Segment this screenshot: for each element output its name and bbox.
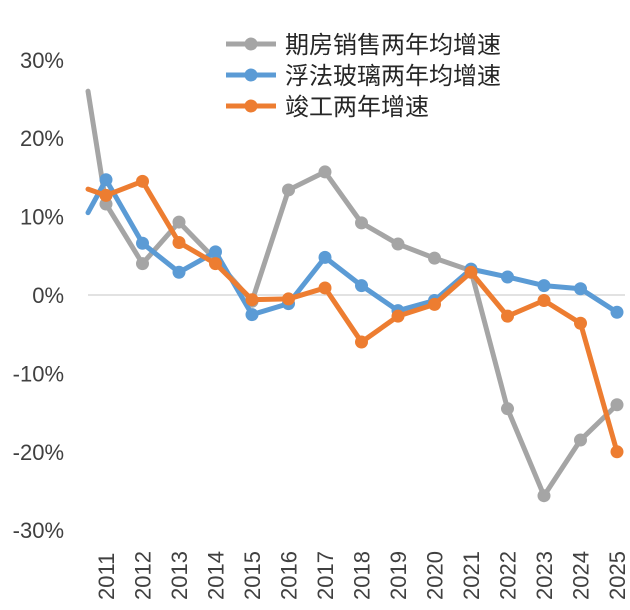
y-tick-label: -20%: [13, 440, 64, 465]
data-point: [245, 293, 259, 307]
legend-swatch-marker: [244, 68, 258, 82]
x-tick-label: 2013: [167, 551, 192, 600]
x-tick-label: 2017: [313, 551, 338, 600]
x-tick-label: 2016: [277, 551, 302, 600]
data-point: [136, 257, 149, 271]
data-point: [428, 251, 441, 265]
data-point: [209, 245, 222, 259]
data-point: [501, 309, 514, 323]
data-point: [99, 188, 113, 202]
data-point: [245, 308, 259, 322]
x-tick-label: 2018: [350, 551, 375, 600]
data-point: [428, 297, 441, 311]
x-tick-label: 2012: [131, 551, 156, 600]
data-point: [318, 250, 332, 264]
data-point: [318, 165, 332, 179]
x-tick-label: 2011: [94, 553, 119, 600]
data-point: [574, 316, 587, 330]
data-point: [501, 402, 514, 416]
y-tick-label: 0%: [32, 283, 64, 308]
data-point: [391, 309, 405, 323]
x-tick-label: 2022: [496, 551, 521, 600]
data-point: [610, 445, 624, 459]
series-layer: [85, 88, 624, 503]
data-point: [282, 183, 295, 197]
y-tick-label: -10%: [13, 361, 64, 386]
x-tick-label: 2014: [204, 551, 229, 600]
legend-label: 竣工两年增速: [285, 93, 429, 121]
series-line: [85, 88, 620, 499]
series-line: [85, 177, 620, 318]
data-point: [501, 270, 514, 284]
data-point: [136, 236, 149, 250]
data-point: [610, 398, 624, 412]
series-line: [85, 178, 620, 455]
x-tick-label: 2019: [386, 551, 411, 600]
data-point: [391, 237, 405, 251]
data-point: [537, 293, 551, 307]
data-point: [355, 279, 368, 293]
data-point: [172, 235, 186, 249]
data-point: [537, 279, 551, 293]
data-point: [355, 216, 368, 230]
data-point: [99, 173, 113, 187]
series-3: [85, 174, 624, 459]
legend-label: 浮法玻璃两年均增速: [285, 62, 501, 90]
legend-label: 期房销售两年均增速: [285, 31, 501, 59]
data-point: [172, 265, 186, 279]
data-point: [172, 215, 186, 229]
x-tick-label: 2015: [240, 551, 265, 600]
y-tick-label: 30%: [20, 48, 64, 73]
legend-swatch-marker: [244, 37, 258, 51]
x-tick-label: 2020: [423, 551, 448, 600]
data-point: [136, 174, 149, 188]
data-point: [355, 335, 368, 349]
axis-layer: 30% 20% 10% 0% -10% -20% -30% 2011 2012 2013 2014 2…: [13, 48, 630, 600]
legend-item-2: 浮法玻璃两年均增速: [226, 62, 501, 90]
data-point: [282, 292, 295, 306]
y-tick-label: 10%: [20, 205, 64, 230]
legend-item-3: 竣工两年增速: [226, 93, 429, 121]
data-point: [318, 281, 332, 295]
x-tick-label: 2025: [605, 551, 630, 600]
legend-item-1: 期房销售两年均增速: [226, 31, 501, 59]
x-tick-label: 2021: [459, 551, 484, 600]
data-point: [537, 489, 551, 503]
data-point: [574, 433, 587, 447]
y-tick-label: 20%: [20, 126, 64, 151]
data-point: [464, 265, 478, 279]
y-tick-label: -30%: [13, 518, 64, 543]
series-1: [85, 88, 624, 503]
x-tick-label: 2024: [569, 551, 594, 600]
data-point: [610, 305, 624, 319]
legend-swatch-marker: [244, 99, 258, 113]
data-point: [574, 282, 587, 296]
x-tick-label: 2023: [532, 551, 557, 600]
data-point: [209, 257, 222, 271]
